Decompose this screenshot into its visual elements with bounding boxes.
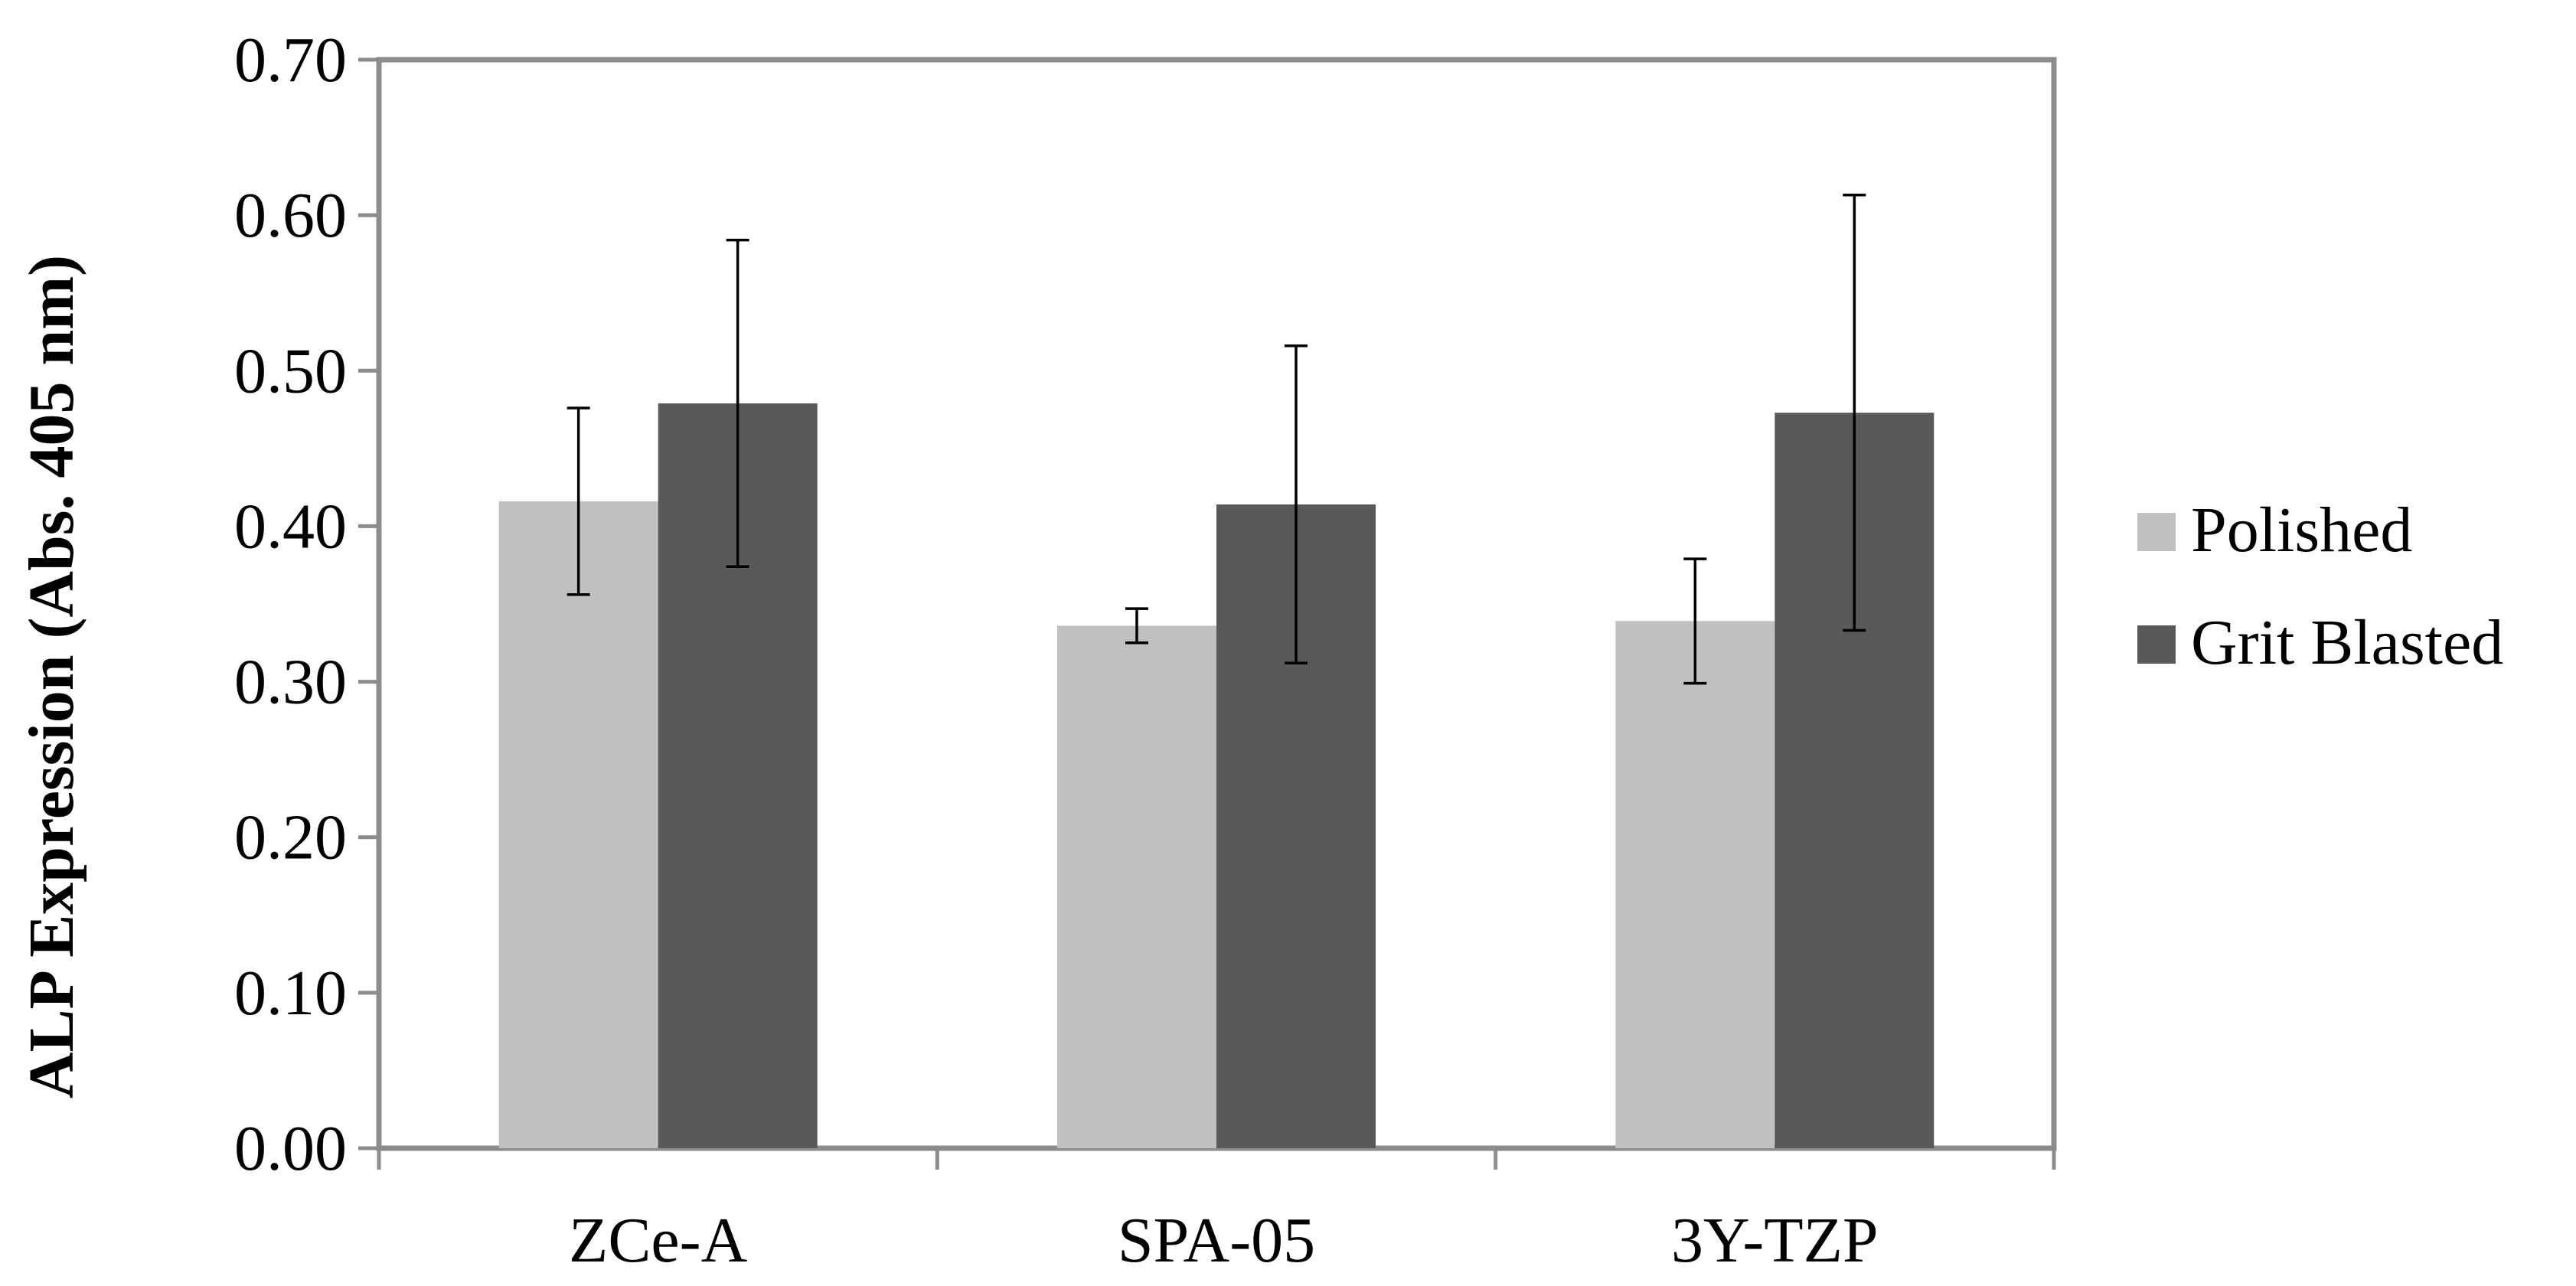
y-tick-label: 0.40: [234, 491, 347, 562]
x-tick-label-3y-tzp: 3Y-TZP: [1671, 1205, 1879, 1276]
legend-swatch-grit-blasted: [2137, 625, 2176, 664]
y-tick-label: 0.50: [234, 335, 347, 406]
x-tick-label-zce-a: ZCe-A: [569, 1205, 748, 1276]
x-tick-label-spa-05: SPA-05: [1118, 1205, 1315, 1276]
error-bar-grit-blasted-3y-tzp: [1843, 193, 1866, 632]
y-tick-labels: 0.00 0.10 0.20 0.30 0.40 0.50 0.60 0.70: [234, 24, 347, 1184]
y-tick-label: 0.00: [234, 1113, 347, 1184]
y-tick-label: 0.70: [234, 24, 347, 96]
error-bar-polished-3y-tzp: [1683, 557, 1707, 685]
error-bar-grit-blasted-spa-05: [1285, 344, 1308, 664]
bar-polished-spa-05: [1057, 625, 1216, 1148]
bars: [498, 403, 1934, 1148]
bar-polished-zce-a: [498, 501, 658, 1148]
x-tick-labels: ZCe-A SPA-05 3Y-TZP: [569, 1205, 1879, 1276]
error-bar-polished-spa-05: [1125, 607, 1148, 645]
y-axis-label: ALP Expression (Abs. 405 nm): [16, 255, 87, 1098]
y-tick-label: 0.10: [234, 958, 347, 1029]
legend-swatch-polished: [2137, 513, 2176, 551]
y-tick-label: 0.20: [234, 802, 347, 873]
error-bars: [566, 193, 1866, 685]
bar-polished-3y-tzp: [1615, 621, 1775, 1148]
y-tick-label: 0.60: [234, 180, 347, 251]
y-tick-label: 0.30: [234, 647, 347, 718]
error-bar-grit-blasted-zce-a: [726, 238, 749, 568]
axis-ticks: [358, 57, 2056, 1170]
legend-label-grit-blasted: Grit Blasted: [2191, 607, 2503, 678]
legend: Polished Grit Blasted: [2137, 494, 2503, 678]
error-bar-polished-zce-a: [566, 406, 590, 596]
legend-label-polished: Polished: [2191, 494, 2412, 566]
